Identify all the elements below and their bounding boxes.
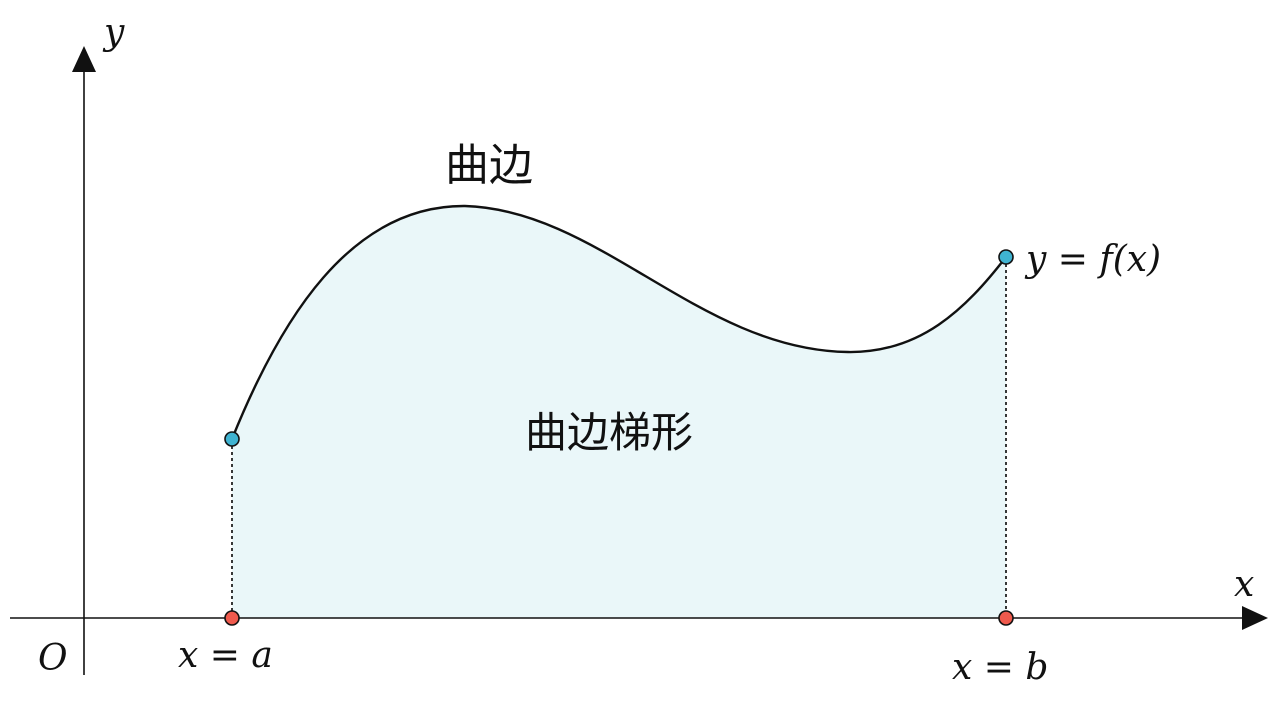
x-axis-label: x — [1234, 564, 1254, 605]
function-label: y = f(x) — [1024, 239, 1161, 280]
origin-label: O — [38, 638, 68, 679]
y-axis-arrow-icon — [72, 46, 96, 72]
region-label: 曲边梯形 — [525, 408, 693, 457]
left-bound-label: x = a — [178, 635, 273, 676]
axis-point-a — [224, 610, 240, 626]
curve-left-endpoint — [224, 431, 240, 447]
right-bound-label: x = b — [952, 647, 1048, 688]
y-axis-label: y — [102, 12, 125, 53]
curve-label: 曲边 — [445, 140, 533, 191]
axis-point-b — [998, 610, 1014, 626]
function-curve — [230, 204, 1007, 440]
shaded-region — [232, 205, 1006, 618]
x-axis-arrow-icon — [1242, 606, 1268, 630]
curve-right-endpoint — [998, 249, 1014, 265]
